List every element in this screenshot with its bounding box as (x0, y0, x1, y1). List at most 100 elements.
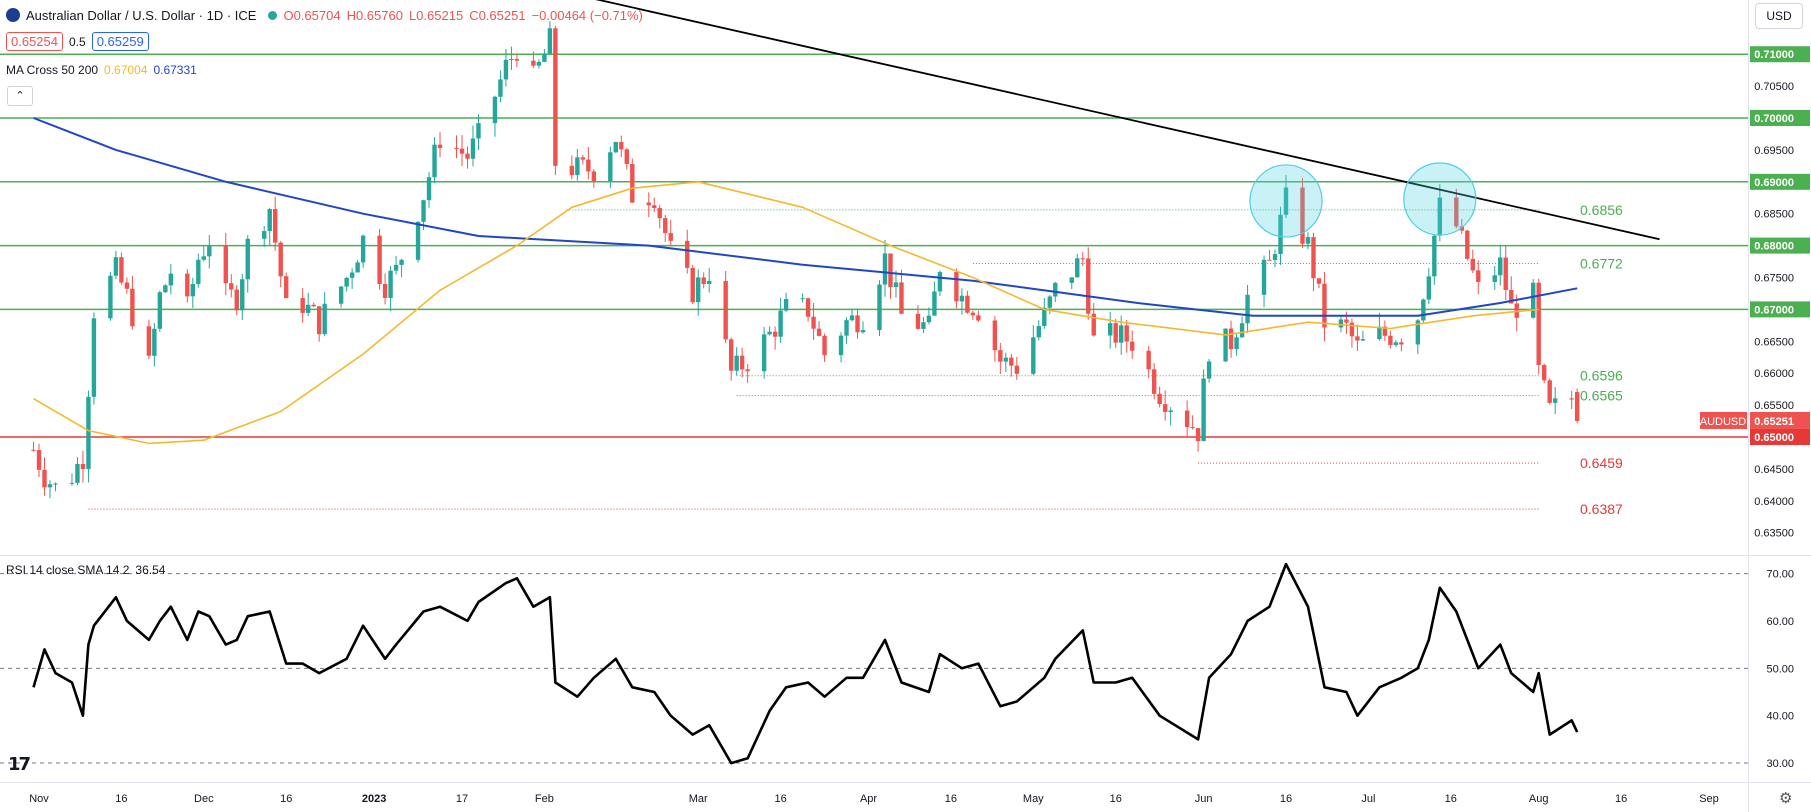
candle-body (1541, 364, 1547, 381)
symbol-title: Australian Dollar / U.S. Dollar · 1D · I… (26, 8, 257, 23)
candle-body (998, 350, 1003, 362)
candle-body (1514, 303, 1519, 318)
candle-body (492, 96, 498, 124)
candle-body (1113, 323, 1118, 343)
candle-body (421, 200, 426, 222)
candle-body (1415, 320, 1421, 345)
candle-body (1283, 187, 1289, 215)
candle-body (1206, 361, 1212, 379)
candle-body (1069, 277, 1074, 283)
candle-body (553, 28, 558, 166)
level-price-badge (1750, 237, 1810, 254)
candle-body (1421, 299, 1426, 321)
rsi-legend: RSI 14 close SMA 14 2 36.54 (6, 563, 171, 577)
candle-body (196, 259, 201, 285)
candle-body (1470, 258, 1475, 271)
candle-body (1305, 237, 1311, 244)
candle-body (1498, 257, 1503, 276)
candle-body (1261, 259, 1267, 295)
candle-body (113, 257, 119, 276)
candle-body (470, 138, 476, 159)
candle-body (514, 59, 520, 61)
candle-body (459, 148, 465, 154)
candle-body (338, 286, 344, 304)
candle-body (1234, 337, 1239, 350)
price-tick-label: 0.66500 (1754, 336, 1794, 348)
candle-body (926, 315, 932, 323)
candle-body (734, 355, 739, 371)
candle-body (811, 316, 816, 329)
candle-body (1036, 326, 1042, 338)
candle-body (223, 245, 228, 284)
candle-body (630, 163, 635, 203)
candle-body (53, 483, 58, 485)
candle-body (503, 59, 509, 80)
australia-flag-icon (6, 8, 20, 22)
candle-body (1437, 197, 1443, 236)
time-tick-label: 16 (945, 793, 957, 805)
price-tick-label: 0.64000 (1754, 496, 1794, 508)
candle-body (1569, 398, 1574, 400)
candle-body (108, 275, 113, 319)
candle-body (888, 253, 893, 288)
candle-body (262, 231, 267, 239)
candle-body (696, 277, 701, 303)
candle-body (1492, 275, 1497, 282)
candle-body (1075, 258, 1080, 278)
candle-body (1338, 319, 1344, 328)
price-tick-label: 0.69500 (1754, 145, 1794, 157)
candle-body (1503, 257, 1508, 291)
candle-body (844, 320, 849, 336)
candle-body (47, 484, 53, 488)
candle-body (168, 273, 174, 286)
currency-button[interactable]: USD (1755, 3, 1803, 29)
rsi-value: 36.54 (135, 563, 166, 577)
candle-body (1009, 357, 1014, 366)
candle-body (1432, 235, 1437, 277)
candle-body (608, 152, 613, 181)
tradingview-logo-icon: 17 (8, 754, 31, 775)
candle-body (1190, 427, 1195, 429)
collapse-legend-button[interactable]: ⌃ (7, 86, 33, 106)
candle-body (685, 240, 690, 268)
settings-gear-icon[interactable]: ⚙ (1779, 790, 1793, 807)
candle-body (91, 318, 97, 397)
ask-price-button[interactable]: 0.65259 (91, 32, 149, 51)
ma50-line (33, 181, 1539, 445)
candle-body (893, 282, 899, 288)
price-tick-label: 0.67500 (1754, 273, 1794, 285)
ma200-line (33, 117, 1578, 317)
candle-body (415, 221, 421, 260)
candle-body (1047, 296, 1052, 308)
candle-body (690, 267, 695, 303)
candle-body (849, 315, 855, 321)
candle-body (1086, 258, 1091, 314)
time-tick-label: Aug (1529, 793, 1549, 805)
candle-body (31, 449, 36, 451)
candle-body (437, 144, 443, 149)
time-tick-label: 16 (1110, 793, 1122, 805)
candle-body (465, 153, 470, 159)
candle-body (69, 482, 75, 484)
bid-price-button[interactable]: 0.65254 (6, 32, 63, 51)
time-tick-label: Dec (194, 793, 214, 805)
candle-body (1388, 335, 1393, 345)
candle-body (1278, 214, 1283, 255)
candle-body (992, 320, 998, 351)
market-status-dot-icon (268, 11, 278, 20)
candle-body (360, 235, 366, 263)
candle-body (284, 276, 289, 299)
candle-body (970, 312, 976, 316)
candle-body (382, 283, 388, 298)
candle-body (652, 205, 657, 209)
candle-body (267, 209, 272, 232)
candle-body (1042, 307, 1047, 327)
candle-body (498, 79, 503, 97)
candle-body (816, 328, 822, 336)
candle-body (245, 238, 250, 280)
candle-body (322, 303, 327, 335)
candle-body (316, 306, 322, 335)
candle-body (959, 295, 965, 302)
candle-body (536, 61, 542, 66)
